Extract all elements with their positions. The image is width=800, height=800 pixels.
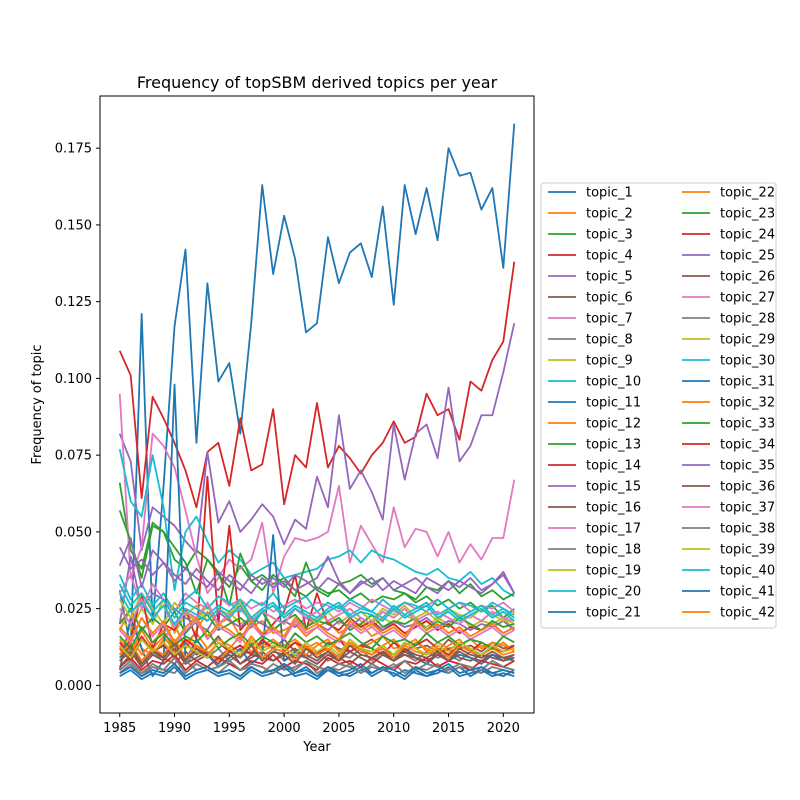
legend-label: topic_25 <box>720 249 775 264</box>
legend-label: topic_39 <box>720 543 775 558</box>
legend-label: topic_7 <box>586 312 633 327</box>
y-tick-label: 0.150 <box>55 218 92 233</box>
y-axis-label: Frequency of topic <box>30 344 45 464</box>
legend-label: topic_14 <box>586 459 641 474</box>
legend-label: topic_4 <box>586 249 633 264</box>
y-tick-label: 0.125 <box>55 295 92 310</box>
legend-label: topic_16 <box>586 501 641 516</box>
series-line-topic-41 <box>119 662 515 678</box>
legend-label: topic_42 <box>720 606 775 621</box>
legend-label: topic_33 <box>720 417 775 432</box>
legend-label: topic_2 <box>586 207 633 222</box>
x-axis: 1985 1990 1995 2000 2005 2010 2015 2020 <box>103 713 520 736</box>
legend-label: topic_9 <box>586 354 633 369</box>
y-tick-label: 0.000 <box>55 679 92 694</box>
legend-label: topic_27 <box>720 291 775 306</box>
series-line-topic-31 <box>119 666 515 681</box>
y-tick-label: 0.100 <box>55 372 92 387</box>
legend-label: topic_32 <box>720 396 775 411</box>
series-line-topic-32 <box>119 638 515 662</box>
legend-label: topic_13 <box>586 438 641 453</box>
x-tick-label: 2000 <box>268 721 301 736</box>
x-tick-label: 2015 <box>432 721 465 736</box>
series-line-topic-35 <box>118 546 516 595</box>
legend-label: topic_1 <box>586 186 633 201</box>
legend-label: topic_19 <box>586 564 641 579</box>
legend-label: topic_34 <box>720 438 775 453</box>
legend-frame <box>540 182 777 629</box>
legend-label: topic_38 <box>720 522 775 537</box>
y-tick-label: 0.050 <box>55 525 92 540</box>
series-line-topic-38 <box>119 656 515 674</box>
series-line-topic-36 <box>119 641 515 665</box>
legend-label: topic_11 <box>586 396 641 411</box>
legend-label: topic_41 <box>720 585 775 600</box>
legend-label: topic_15 <box>586 480 641 495</box>
legend-label: topic_23 <box>720 207 775 222</box>
legend-label: topic_26 <box>720 270 775 285</box>
x-tick-label: 1990 <box>158 721 191 736</box>
series-line-topic-42 <box>119 616 515 644</box>
x-tick-label: 2005 <box>322 721 355 736</box>
legend-label: topic_18 <box>586 543 641 558</box>
y-tick-label: 0.175 <box>55 142 92 157</box>
series-line-topic-4 <box>118 261 516 509</box>
y-tick-label: 0.075 <box>55 449 92 464</box>
legend-label: topic_20 <box>586 585 641 600</box>
series-line-topic-1 <box>118 123 516 650</box>
x-tick-label: 2010 <box>377 721 410 736</box>
series-lines <box>118 123 516 681</box>
series-line-topic-30 <box>118 583 515 619</box>
legend-label: topic_37 <box>720 501 775 516</box>
chart-title: Frequency of topSBM derived topics per y… <box>137 73 498 92</box>
y-tick-label: 0.025 <box>55 602 92 617</box>
x-tick-label: 1995 <box>213 721 246 736</box>
legend-label: topic_3 <box>586 228 633 243</box>
series-line-topic-33 <box>119 626 515 650</box>
legend-label: topic_30 <box>720 354 775 369</box>
legend-label: topic_35 <box>720 459 775 474</box>
y-axis: 0.000 0.025 0.050 0.075 0.100 0.125 0.150 0.175 <box>55 142 100 694</box>
series-line-topic-25 <box>118 537 516 595</box>
legend-label: topic_21 <box>586 606 641 621</box>
legend-label: topic_10 <box>586 375 641 390</box>
legend-label: topic_8 <box>586 333 633 348</box>
legend-label: topic_29 <box>720 333 775 348</box>
legend-label: topic_28 <box>720 312 775 327</box>
plot-frame <box>99 95 535 714</box>
x-tick-label: 2020 <box>487 721 520 736</box>
series-line-topic-39 <box>119 638 515 659</box>
legend-label: topic_36 <box>720 480 775 495</box>
legend-label: topic_5 <box>586 270 633 285</box>
legend-label: topic_24 <box>720 228 775 243</box>
series-line-topic-5 <box>118 322 516 555</box>
legend-label: topic_6 <box>586 291 633 306</box>
legend: topic_1topic_2topic_3topic_4topic_5topic… <box>540 182 777 629</box>
legend-label: topic_31 <box>720 375 775 390</box>
legend-label: topic_40 <box>720 564 775 579</box>
series-line-topic-7 <box>118 393 516 595</box>
legend-label: topic_22 <box>720 186 775 201</box>
series-line-topic-26 <box>119 647 515 668</box>
x-tick-label: 1985 <box>103 721 136 736</box>
x-axis-label: Year <box>302 740 331 755</box>
legend-label: topic_12 <box>586 417 641 432</box>
legend-label: topic_17 <box>586 522 641 537</box>
series-line-topic-40 <box>118 592 515 625</box>
series-line-topic-37 <box>118 598 515 628</box>
series-line-topic-10 <box>118 448 515 598</box>
